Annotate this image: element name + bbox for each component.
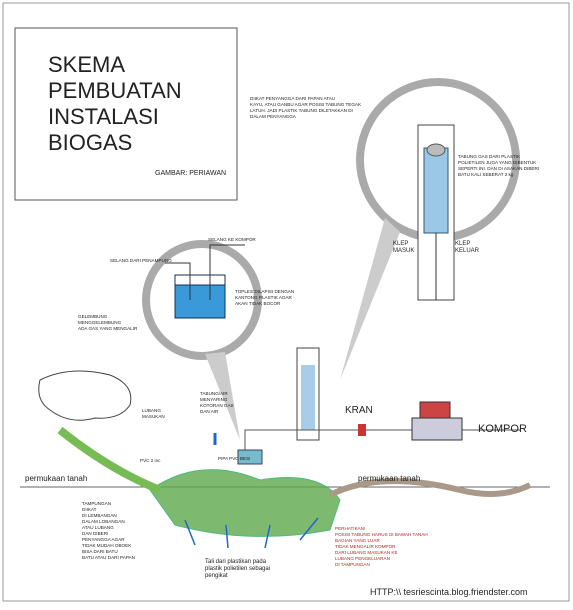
label: ADA GAS YANG MENGALIR [78, 326, 138, 331]
label: LUBANG PENGELUARAN [335, 556, 390, 561]
label: PVC 2 inc [140, 458, 161, 463]
label: DIIKAT [82, 507, 97, 512]
label: LATUH. JADI PLASTIK TABUNG DILETAKKAN DI [250, 108, 353, 113]
stone [427, 144, 445, 156]
label: PENYANGGA AGAR [82, 537, 125, 542]
label: DIIKAT PENYANGGA DARI PAPAN ATAU [250, 96, 335, 101]
label: DALAM PENYANGGA [250, 114, 297, 119]
gas-tube [424, 148, 448, 233]
label: DI TAMPUNGAN [335, 562, 370, 567]
label: TABUNG/AIR [200, 391, 228, 396]
label: BAGIAN YANG LUAR [335, 538, 380, 543]
label: TIDAK MENGALIR KOMPOR [335, 544, 396, 549]
label: DAN AIR [200, 409, 219, 414]
title: BIOGAS [48, 130, 132, 155]
label: DARI LUBANG MASUKAN KE [335, 550, 398, 555]
label: SELANG DARI PENAMPUNG [110, 258, 172, 263]
credit: GAMBAR: PERIAWAN [155, 170, 226, 177]
label: TOPLES DILAPISI DENGAN [235, 289, 294, 294]
label: ATAU LUBANG [82, 525, 114, 530]
label: TIDAK MUDAH OBOEK [82, 543, 132, 548]
jar-lid [175, 275, 225, 285]
gas-tube [301, 365, 315, 430]
diagram: SKEMAPEMBUATANINSTALASIBIOGAS GAMBAR: PER… [0, 0, 573, 605]
label: DALAM LOBANGAN [82, 519, 125, 524]
label: SELANG KE KOMPOR [208, 237, 256, 242]
label: KANTONG PLASTIK AGAR [235, 295, 293, 300]
label: SEPERTI INI. DAN DI ASAKAN DIBERI [458, 166, 539, 171]
label: GELEMBUNG [78, 314, 108, 319]
jar [175, 283, 225, 318]
label: TABUNG GAS DARI PLASTIK [458, 154, 521, 159]
label: KRAN [345, 405, 373, 416]
label: MASUKAN [142, 414, 165, 419]
label: Tali dari plastikan pada [205, 559, 267, 565]
label: BATU ATAU DARI PAPAN [82, 555, 135, 560]
title: PEMBUATAN [48, 78, 182, 103]
label: POSISI TABUNG HARUS DI BAWAH TANAH [335, 532, 428, 537]
label: pengikat [205, 573, 228, 579]
label: DAN DIBERI [82, 531, 108, 536]
label: BISA DARI BATU [82, 549, 118, 554]
label: KELUAR [455, 248, 480, 254]
label: KLEP [455, 241, 470, 247]
label: DI LEMBANGAN [82, 513, 117, 518]
stove [412, 418, 462, 440]
label: KOMPOR [478, 423, 527, 435]
label: KOTORAN GAS [200, 403, 234, 408]
title: INSTALASI [48, 104, 159, 129]
label: plastik polietilen sebagai [205, 566, 270, 572]
label: permukaan tanah [358, 474, 420, 483]
label: MASUK [393, 248, 414, 254]
label: AKAN TIDAK BOCOR [235, 301, 281, 306]
footer: HTTP:\\ tesriescinta.blog.friendster.com [370, 587, 528, 597]
title: SKEMA [48, 52, 125, 77]
label: TAMPUNGAN [82, 501, 111, 506]
label: PERHATIKAN! [335, 526, 365, 531]
label: KLEP [393, 241, 408, 247]
label: PIPA PVC BESI [218, 456, 250, 461]
label: permukaan tanah [25, 474, 87, 483]
label: MENYARING [200, 397, 228, 402]
label: POLIETILEN JUGA YANG DIBENTUK [458, 160, 537, 165]
label: LUBANG [142, 408, 161, 413]
tap [358, 424, 366, 436]
label: BATU KALI SEBERAT 2 kg [458, 172, 514, 177]
label: KAYU, ATAU GANBU AGAR POSISI TABUNG TEGA… [250, 102, 362, 107]
label: MENGGELEMBUNG [78, 320, 122, 325]
pot [420, 402, 450, 418]
